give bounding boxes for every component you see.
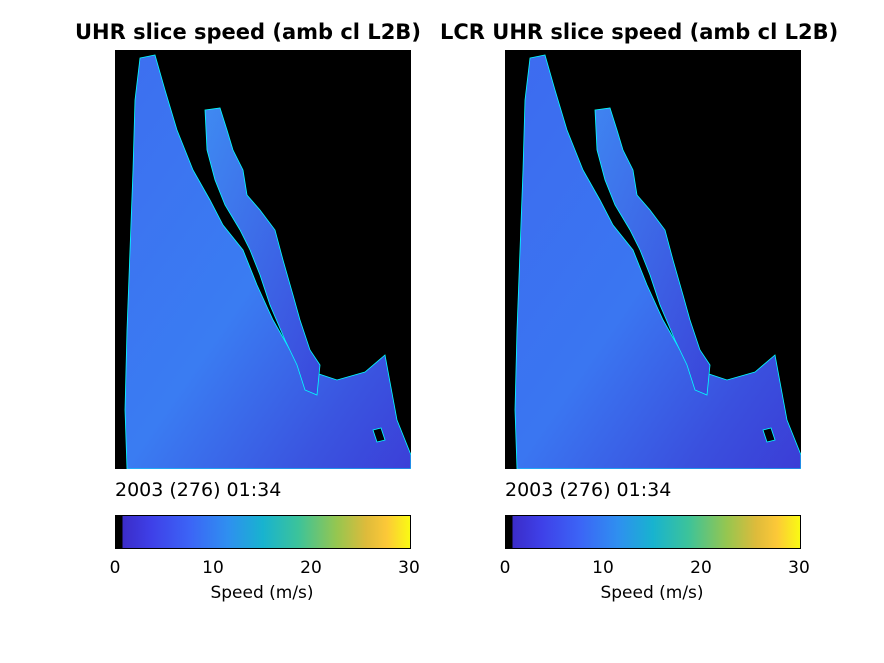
timestamp: 2003 (276) 01:34 [115,479,282,501]
colorbar [505,515,801,549]
gulf-region [204,107,321,396]
island [372,427,386,443]
colorbar-label: Speed (m/s) [210,583,314,603]
ocean-region [124,54,411,469]
panel-title: LCR UHR slice speed (amb cl L2B) [440,20,839,44]
colorbar-label: Speed (m/s) [600,583,704,603]
wind-speed-map [115,50,411,469]
colorbar-tick: 20 [300,558,322,578]
panel-title: UHR slice speed (amb cl L2B) [75,20,421,44]
ocean-region [514,54,801,469]
colorbar-tick: 10 [202,558,224,578]
wind-speed-map [505,50,801,469]
colorbar [115,515,411,549]
timestamp: 2003 (276) 01:34 [505,479,672,501]
colorbar-tick: 10 [592,558,614,578]
colorbar-tick: 20 [690,558,712,578]
colorbar-tick: 30 [788,558,810,578]
colorbar-tick: 30 [398,558,420,578]
colorbar-tick: 0 [499,558,511,578]
gulf-region [594,107,711,396]
island [762,427,776,443]
colorbar-tick: 0 [109,558,121,578]
